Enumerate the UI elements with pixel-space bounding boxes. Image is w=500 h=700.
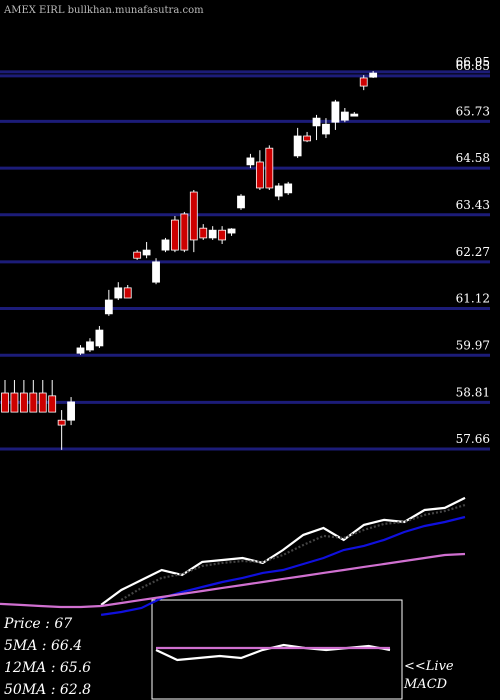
candle-body [265,147,274,189]
candle-body [359,77,368,87]
macd-frame [151,599,403,700]
candle-body [1,392,9,413]
candle-body [123,287,132,299]
candle-body [161,239,170,251]
y-tick-label: 59.97 [456,338,490,352]
candle-body [38,392,47,413]
y-tick-label: 63.43 [456,198,490,212]
candle-body [10,392,19,413]
candle-body [29,392,38,413]
candle-body [57,419,66,426]
candle-body [208,229,217,239]
candle-body [199,227,208,239]
candle-body [67,401,75,421]
candle-body [350,113,359,117]
y-tick-label: 66.85 [456,59,490,73]
candle-body [369,72,378,78]
candle-body [227,228,236,234]
candle-body [293,135,302,157]
chart-title: AMEX EIRL bullkhan.munafasutra.com [3,5,204,16]
candle-body [331,101,340,123]
candle-body [180,213,189,251]
candle-body [152,261,160,283]
candle-body [76,347,85,354]
legend-label: 5MA : 66.4 [4,638,82,654]
candle-body [340,111,349,121]
candle-body [114,287,123,299]
candle-body [218,229,227,241]
candle-body [189,191,198,241]
y-tick-label: 61.12 [456,292,490,306]
y-tick-label: 65.73 [456,104,490,118]
candle-body [274,185,283,197]
candle-body [48,395,57,413]
candle-body [104,299,113,315]
macd-title: MACD [403,677,448,692]
candle-body [312,117,321,127]
candle-body [133,251,142,259]
candle-body [322,123,330,135]
y-tick-label: 58.81 [456,385,490,399]
legend-label: 50MA : 62.8 [4,682,91,698]
series-line [0,552,466,609]
candle-body [142,249,151,256]
candle-body [303,135,311,142]
candle-body [246,157,255,166]
candle-body [237,195,245,209]
annotation: <<Live [404,659,454,674]
candle-body [284,183,293,194]
y-tick-label: 64.58 [456,151,490,165]
legend-label: 12MA : 65.6 [4,660,91,676]
candle-body [19,392,28,413]
series-line [100,496,466,606]
legend-label: Price : 67 [3,616,72,632]
y-tick-label: 66.95 [456,55,490,69]
y-tick-label: 57.66 [456,432,490,446]
candle-body [95,329,104,347]
y-tick-label: 62.27 [456,245,490,259]
candle-body [171,219,179,251]
candle-body [255,161,264,189]
candle-body [86,341,94,351]
